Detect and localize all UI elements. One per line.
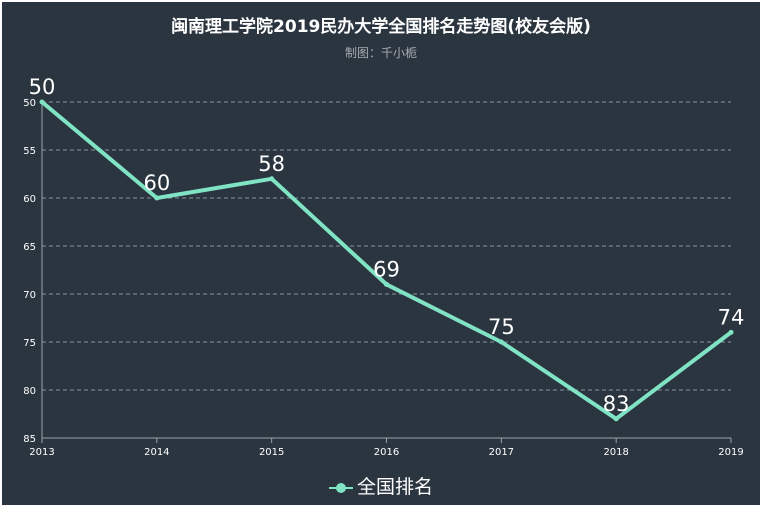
legend-label: 全国排名 [356, 476, 433, 498]
y-tick-label: 85 [23, 434, 36, 445]
data-label: 74 [718, 305, 745, 329]
data-point [498, 339, 504, 345]
x-tick-label: 2018 [603, 447, 628, 458]
data-point [384, 281, 389, 287]
x-tick-label: 2013 [29, 447, 54, 458]
x-tick-label: 2017 [489, 447, 514, 458]
x-tick-label: 2019 [718, 447, 743, 458]
y-tick-label: 50 [23, 98, 36, 109]
x-tick-label: 2015 [259, 447, 284, 458]
data-point [728, 329, 734, 335]
legend-item[interactable]: 全国排名 [2, 472, 760, 499]
y-tick-label: 55 [23, 146, 36, 157]
data-label: 50 [29, 75, 56, 99]
x-tick-label: 2014 [144, 447, 169, 458]
y-tick-label: 60 [23, 194, 36, 205]
data-point [39, 99, 45, 105]
data-point [154, 195, 160, 201]
y-tick-label: 65 [23, 242, 36, 253]
y-tick-label: 75 [23, 338, 36, 349]
data-point [613, 416, 619, 422]
x-tick-label: 2016 [374, 447, 399, 458]
data-label: 69 [373, 257, 400, 281]
data-point [269, 176, 275, 182]
data-label: 75 [488, 315, 515, 339]
data-label: 58 [258, 152, 285, 176]
y-tick-label: 70 [23, 290, 36, 301]
chart-subtitle: 制图：千小栀 [344, 46, 417, 60]
data-label: 60 [143, 171, 170, 195]
y-tick-label: 80 [23, 386, 36, 397]
data-label: 83 [603, 392, 630, 416]
chart-title: 闽南理工学院2019民办大学全国排名走势图(校友会版) [171, 17, 591, 37]
legend-line-icon [328, 482, 353, 494]
